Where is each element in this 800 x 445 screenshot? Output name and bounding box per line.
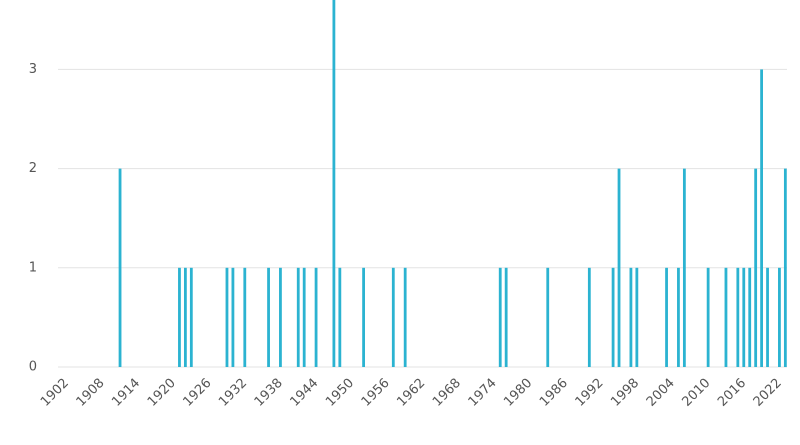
bar [498, 267, 502, 367]
bar [778, 267, 781, 367]
y-tick-label: 3 [29, 62, 37, 77]
bar [724, 267, 728, 367]
bar [504, 267, 508, 367]
x-tick-label: 1992 [573, 376, 607, 410]
bar [243, 267, 247, 367]
bar [617, 168, 621, 367]
bar [189, 267, 193, 367]
bar [783, 168, 787, 367]
bar [635, 267, 639, 367]
y-tick-label: 2 [29, 161, 37, 176]
bar [665, 267, 668, 367]
bar [706, 267, 710, 367]
x-tick-label: 1980 [501, 376, 535, 410]
x-tick-label: 1920 [145, 376, 179, 410]
bar [760, 69, 763, 367]
bar [362, 267, 365, 367]
bar [682, 168, 686, 367]
bar [748, 267, 752, 367]
bar [677, 267, 680, 367]
bar [231, 267, 235, 367]
bar [587, 267, 591, 367]
bars [118, 0, 787, 367]
x-tick-label: 1926 [181, 376, 215, 410]
bar [742, 267, 746, 367]
x-tick-label: 1938 [252, 376, 286, 410]
x-tick-label: 1962 [394, 376, 428, 410]
bar [118, 168, 122, 367]
y-tick-label: 1 [29, 260, 37, 275]
bar [279, 267, 282, 367]
x-tick-label: 1986 [537, 376, 571, 410]
x-tick-label: 1944 [287, 376, 321, 410]
bar [302, 267, 306, 367]
x-tick-label: 1932 [216, 376, 250, 410]
bar [332, 0, 336, 367]
bar [736, 267, 740, 367]
x-tick-label: 1956 [359, 376, 393, 410]
bar [403, 267, 407, 367]
x-tick-label: 1902 [38, 376, 72, 410]
x-tick-label: 1950 [323, 376, 357, 410]
bar [338, 267, 342, 367]
labels: 0 1 2 3 1902 1908 1914 1920 1926 1932 1938 1944 1950… [29, 62, 785, 410]
y-tick-label: 0 [29, 360, 37, 375]
bar [296, 267, 300, 367]
x-tick-label: 1974 [466, 376, 500, 410]
x-tick-label: 1968 [430, 376, 464, 410]
bar [766, 267, 769, 367]
bar [629, 267, 633, 367]
bar [314, 267, 318, 367]
bar [546, 267, 550, 367]
bar [611, 267, 615, 367]
x-tick-label: 1998 [608, 376, 642, 410]
bar [267, 267, 270, 367]
x-tick-label: 2022 [751, 376, 785, 410]
bar [178, 267, 181, 367]
x-tick-label: 2016 [715, 376, 749, 410]
bar [183, 267, 187, 367]
bar [391, 267, 395, 367]
x-tick-label: 1908 [74, 376, 108, 410]
bar [754, 168, 758, 367]
bar [225, 267, 229, 367]
x-tick-label: 2010 [679, 376, 713, 410]
x-tick-label: 2004 [644, 376, 678, 410]
x-tick-label: 1914 [109, 376, 143, 410]
